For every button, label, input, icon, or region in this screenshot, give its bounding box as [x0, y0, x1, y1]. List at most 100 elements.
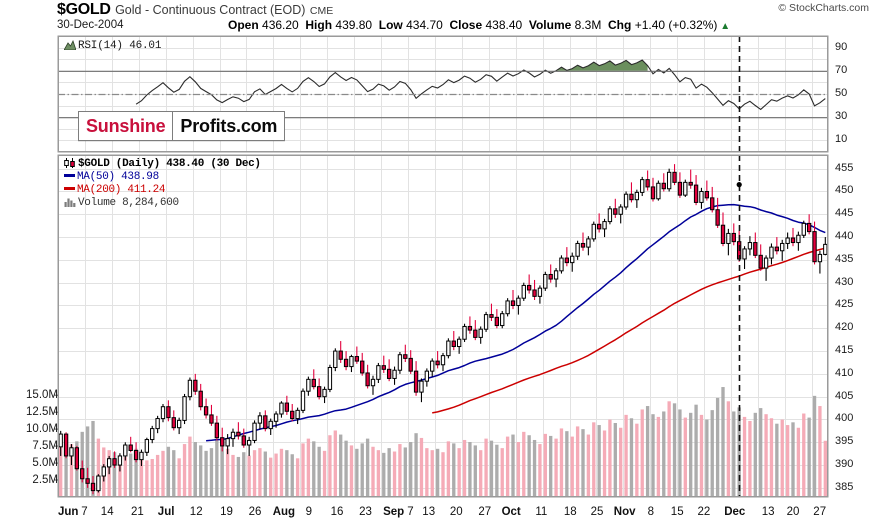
rsi-tick-30: 30	[835, 110, 848, 123]
volume-bar	[619, 427, 623, 497]
legend-ma200-text: MA(200) 411.24	[77, 184, 166, 196]
volume-bar	[775, 423, 779, 497]
ma50-line	[206, 203, 826, 442]
candle-body	[370, 378, 376, 387]
x-tick-21: 21	[131, 506, 144, 518]
candle-body	[171, 417, 176, 429]
volume-tick-10.0M: 10.0M	[26, 423, 58, 436]
volume-bar	[279, 448, 284, 497]
candle-body	[311, 378, 316, 388]
volume-bars-icon	[64, 197, 76, 212]
price-tick-455: 455	[835, 161, 854, 174]
volume-bar	[177, 458, 181, 497]
quote-label-close: Close	[449, 18, 486, 32]
volume-bar	[662, 411, 666, 497]
volume-bar	[123, 456, 127, 497]
volume-bar	[715, 397, 720, 497]
volume-bar	[651, 414, 655, 497]
candle-body	[193, 379, 198, 392]
candle-body	[591, 223, 596, 240]
volume-bar	[317, 446, 321, 497]
candle-body	[704, 190, 710, 199]
volume-bar	[495, 444, 499, 497]
volume-bar	[328, 435, 332, 497]
volume-bar	[322, 450, 327, 497]
candle-body	[629, 193, 634, 201]
x-tick-7: 7	[407, 506, 414, 518]
candle-body	[516, 297, 521, 306]
candle-body	[246, 439, 252, 446]
volume-bar	[791, 422, 795, 497]
volume-bar	[166, 446, 171, 497]
candle-body	[187, 379, 193, 398]
volume-bar	[796, 427, 801, 497]
candle-body	[257, 415, 263, 424]
candle-body	[693, 184, 699, 203]
volume-bar	[748, 420, 752, 497]
candle-body	[666, 171, 672, 190]
candle-body	[570, 255, 575, 264]
quote-label-low: Low	[378, 18, 407, 32]
candle-body	[166, 406, 171, 419]
volume-bar	[678, 409, 682, 497]
candle-body	[90, 482, 96, 492]
price-tick-425: 425	[835, 298, 854, 311]
volume-bar	[285, 450, 289, 497]
candle-body	[699, 190, 704, 203]
candle-body	[220, 437, 225, 447]
change-up-triangle-icon: ▲	[717, 21, 731, 32]
candle-body	[419, 380, 424, 393]
candle-body	[489, 314, 494, 318]
x-tick-13: 13	[761, 506, 775, 518]
quote-label-open: Open	[228, 18, 263, 32]
candle-body	[543, 273, 548, 289]
price-tick-405: 405	[835, 389, 854, 402]
candle-body	[806, 222, 812, 233]
price-tick-445: 445	[835, 207, 854, 220]
candle-body	[473, 329, 478, 338]
volume-bar	[376, 450, 381, 497]
candle-body	[360, 360, 365, 374]
x-tick-dec: Dec	[724, 506, 746, 518]
legend-ma50-text: MA(50) 438.98	[77, 171, 159, 183]
candle-body	[785, 237, 790, 244]
candle-body	[435, 360, 440, 366]
quote-value-close: 438.40	[485, 18, 523, 32]
quote-summary: Open 436.20 High 439.80 Low 434.70 Close…	[228, 18, 730, 32]
x-tick-27: 27	[813, 506, 827, 518]
candle-body	[176, 419, 182, 429]
volume-bar	[387, 448, 391, 497]
candle-body	[96, 475, 101, 492]
candle-body	[322, 388, 327, 398]
candle-body	[203, 406, 209, 416]
volume-bar	[139, 457, 144, 497]
candle-body	[586, 238, 591, 248]
candle-body	[763, 257, 769, 269]
candle-body	[672, 171, 677, 183]
volume-bar	[69, 444, 74, 497]
candle-body	[753, 242, 758, 256]
x-tick-12: 12	[189, 506, 203, 518]
candle-body	[273, 413, 279, 422]
copyright-label: © StockCharts.com	[778, 2, 869, 14]
candle-body	[602, 221, 607, 230]
volume-bar	[683, 417, 687, 497]
quote-value-volume: 8.3M	[574, 18, 602, 32]
x-tick-25: 25	[590, 506, 604, 518]
exchange-label: CME	[309, 5, 334, 17]
volume-bar	[570, 436, 574, 497]
candle-body	[440, 355, 446, 366]
x-tick-9: 9	[305, 506, 312, 518]
candle-body	[774, 246, 780, 252]
quote-label-high: High	[305, 18, 336, 32]
volume-bar	[435, 448, 440, 497]
volume-bar	[64, 437, 68, 497]
volume-bar	[613, 423, 617, 497]
x-tick-nov: Nov	[613, 506, 636, 518]
volume-bar	[263, 451, 267, 497]
volume-bar	[689, 412, 693, 497]
candle-body	[823, 243, 828, 255]
line-swatch-blue-icon	[64, 174, 75, 177]
